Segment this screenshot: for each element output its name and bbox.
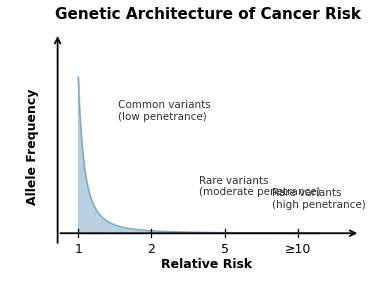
Text: Rare variants
(high penetrance): Rare variants (high penetrance) [272,188,366,210]
Text: Rare variants
(moderate penetrance): Rare variants (moderate penetrance) [199,176,321,197]
Text: Relative Risk: Relative Risk [161,258,252,271]
Text: Common variants
(low penetrance): Common variants (low penetrance) [118,100,211,122]
Text: ≥10: ≥10 [285,243,311,256]
Title: Genetic Architecture of Cancer Risk: Genetic Architecture of Cancer Risk [55,7,361,22]
Text: Allele Frequency: Allele Frequency [26,89,39,206]
Text: 5: 5 [220,243,229,256]
Text: 1: 1 [74,243,82,256]
Text: 2: 2 [147,243,155,256]
